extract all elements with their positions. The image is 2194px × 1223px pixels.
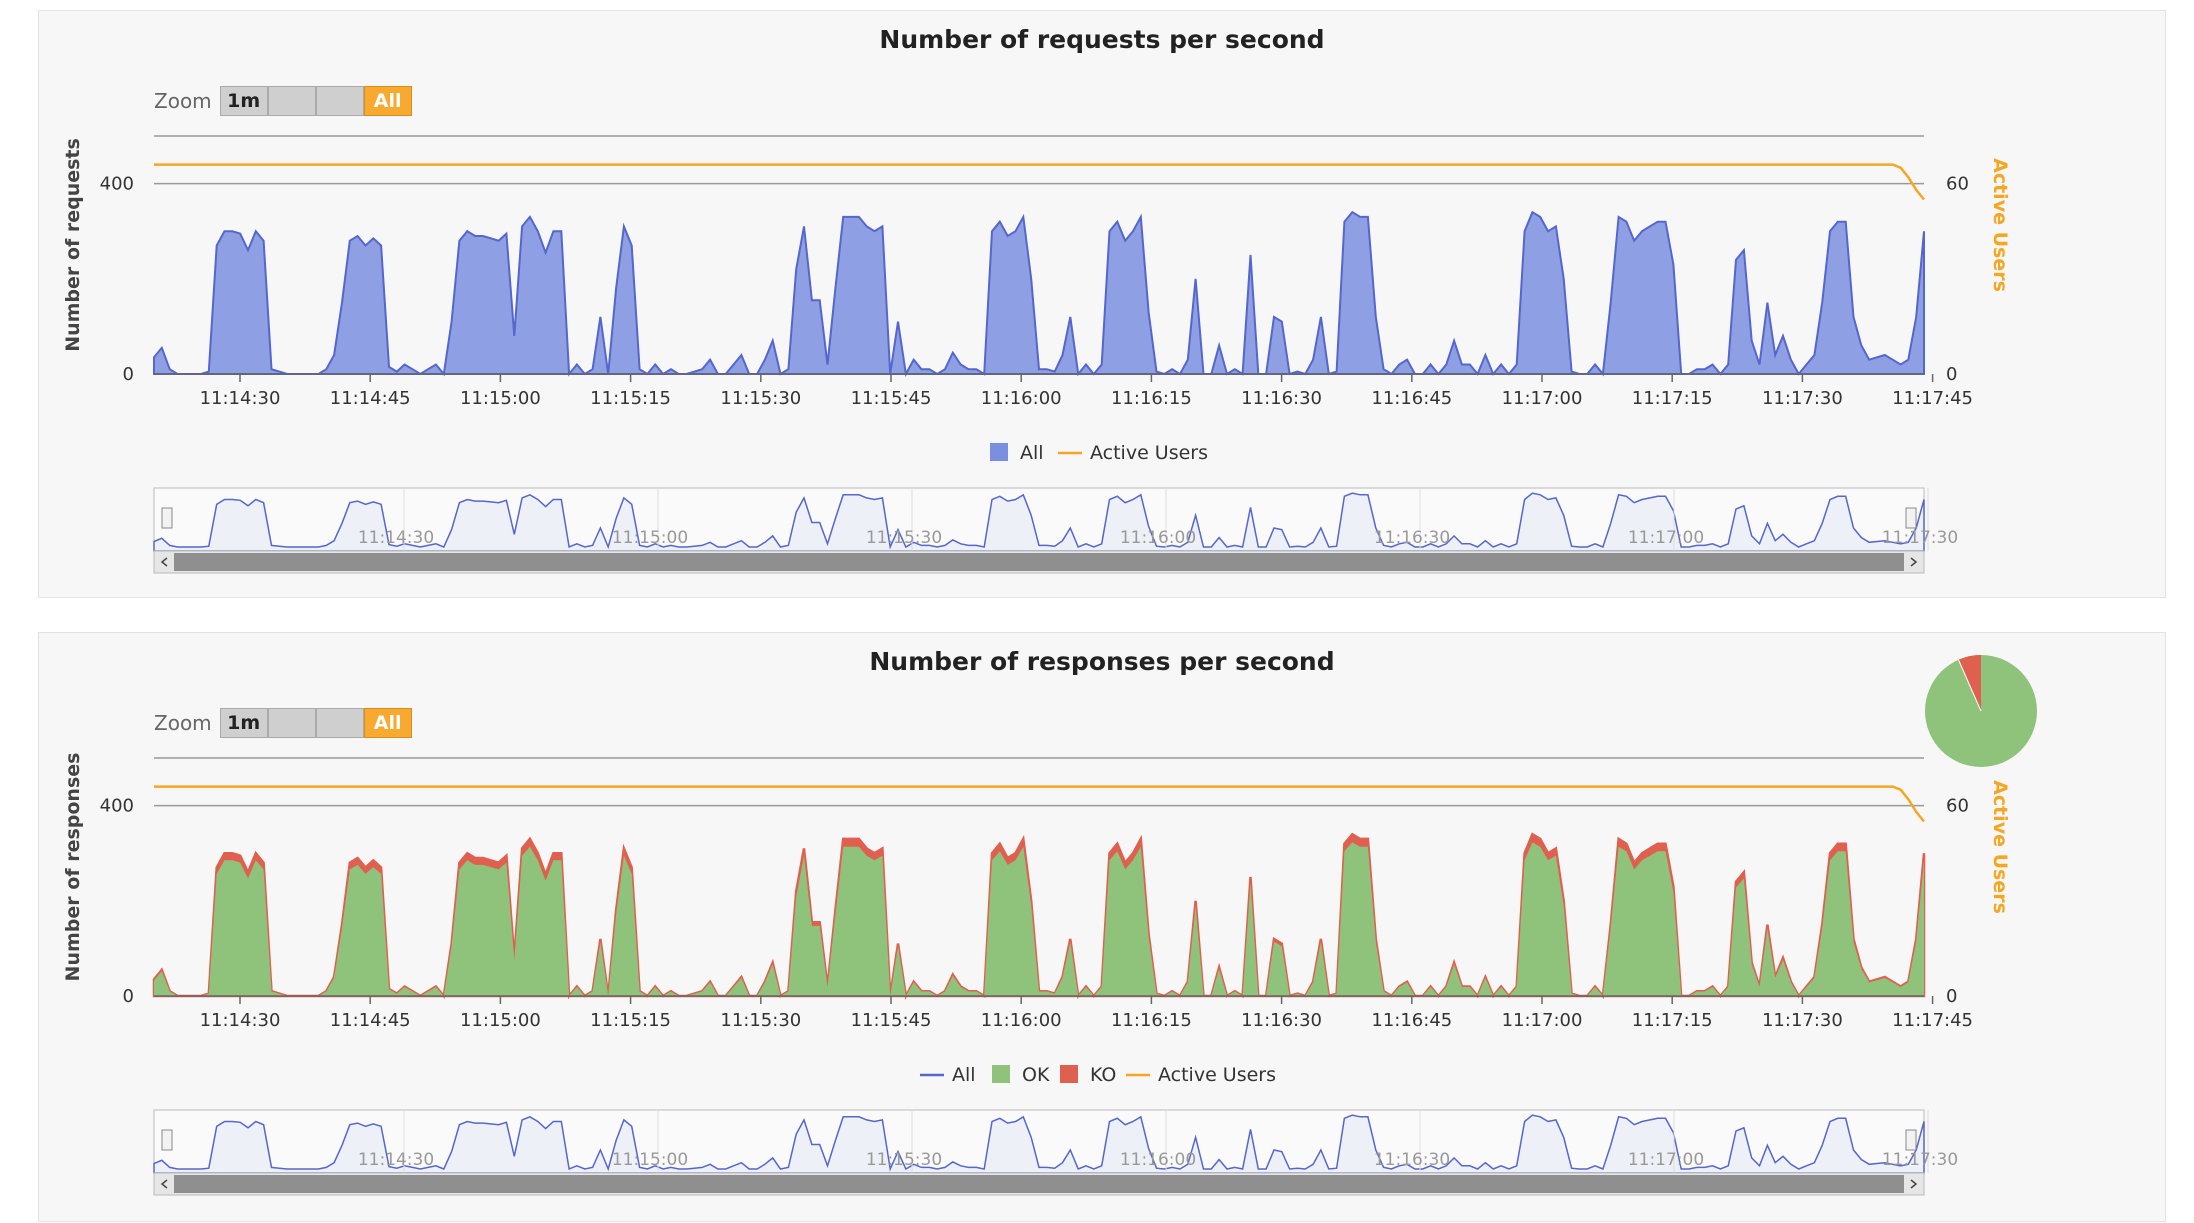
y-tick-label: 400 xyxy=(100,796,134,817)
navigator-tick-label: 11:15:00 xyxy=(612,528,688,548)
x-tick-label: 11:16:30 xyxy=(1241,388,1322,409)
series-ok-area xyxy=(154,842,1924,996)
y-tick-label: 0 xyxy=(123,364,134,385)
x-tick-label: 11:16:15 xyxy=(1111,1010,1192,1031)
x-tick-label: 11:16:45 xyxy=(1371,1010,1452,1031)
x-tick-label: 11:15:15 xyxy=(590,388,671,409)
x-tick-label: 11:17:15 xyxy=(1632,1010,1713,1031)
scroll-left-arrow xyxy=(160,557,168,567)
series-active-users-line xyxy=(154,785,1925,823)
navigator-tick-label: 11:17:00 xyxy=(1628,1150,1704,1170)
x-tick-label: 11:17:45 xyxy=(1892,388,1973,409)
scroll-left-arrow xyxy=(160,1179,168,1189)
y2-tick-label: 60 xyxy=(1946,796,1969,817)
navigator-left-handle xyxy=(161,1129,173,1151)
legend-all-symbol xyxy=(990,443,1008,461)
zoom-button-2[interactable] xyxy=(267,86,316,116)
chart-title: Number of responses per second xyxy=(869,647,1335,676)
navigator-tick-label: 11:16:00 xyxy=(1120,528,1196,548)
series-all-area xyxy=(153,210,1925,378)
navigator-tick-label: 11:17:00 xyxy=(1628,528,1704,548)
x-tick-label: 11:17:30 xyxy=(1762,388,1843,409)
legend-label: All xyxy=(1020,442,1044,464)
x-tick-label: 11:14:30 xyxy=(200,1010,281,1031)
x-tick-label: 11:17:15 xyxy=(1632,388,1713,409)
chart-title: Number of requests per second xyxy=(879,25,1325,54)
x-tick-label: 11:17:30 xyxy=(1762,1010,1843,1031)
zoom-label: Zoom xyxy=(154,89,212,113)
navigator-tick-label: 11:14:30 xyxy=(358,1150,434,1170)
navigator-tick-label: 11:17:30 xyxy=(1882,528,1958,548)
legend-ok-symbol xyxy=(992,1065,1010,1083)
scrollbar-thumb xyxy=(174,553,1904,571)
zoom-all-button[interactable]: All xyxy=(363,86,412,116)
x-tick-label: 11:16:00 xyxy=(981,1010,1062,1031)
legend-label: Active Users xyxy=(1158,1064,1276,1086)
x-tick-label: 11:14:45 xyxy=(330,388,411,409)
y2-axis-title: Active Users xyxy=(1989,780,2011,914)
zoom-button-2[interactable] xyxy=(267,708,316,738)
x-tick-label: 11:15:00 xyxy=(460,1010,541,1031)
zoom-button-3[interactable] xyxy=(315,708,364,738)
responses-chart-panel: Number of responses per second Zoom 1m A… xyxy=(38,632,2166,1222)
zoom-button-3[interactable] xyxy=(315,86,364,116)
x-tick-label: 11:17:00 xyxy=(1502,1010,1583,1031)
x-tick-label: 11:15:45 xyxy=(851,1010,932,1031)
scroll-right-arrow xyxy=(1910,557,1918,567)
legend-label: All xyxy=(952,1064,976,1086)
y-tick-label: 400 xyxy=(100,174,134,195)
zoom-label: Zoom xyxy=(154,711,212,735)
navigator-tick-label: 11:15:30 xyxy=(866,1150,942,1170)
y-tick-label: 0 xyxy=(123,986,134,1007)
x-tick-label: 11:15:15 xyxy=(590,1010,671,1031)
x-tick-label: 11:14:45 xyxy=(330,1010,411,1031)
navigator-left-handle xyxy=(161,507,173,529)
y2-tick-label: 0 xyxy=(1946,986,1957,1007)
navigator-tick-label: 11:16:30 xyxy=(1374,528,1450,548)
x-tick-label: 11:15:00 xyxy=(460,388,541,409)
zoom-1m-button[interactable]: 1m xyxy=(219,708,268,738)
legend-label: KO xyxy=(1090,1064,1116,1086)
legend-ko-symbol xyxy=(1060,1065,1078,1083)
zoom-all-button[interactable]: All xyxy=(363,708,412,738)
zoom-control: Zoom 1m All xyxy=(154,83,412,119)
x-tick-label: 11:15:30 xyxy=(720,1010,801,1031)
y-axis-title: Number of responses xyxy=(62,753,84,982)
navigator-tick-label: 11:14:30 xyxy=(358,528,434,548)
navigator-tick-label: 11:16:30 xyxy=(1374,1150,1450,1170)
navigator-tick-label: 11:15:30 xyxy=(866,528,942,548)
y2-axis-title: Active Users xyxy=(1989,158,2011,292)
y-axis-title: Number of requests xyxy=(62,138,84,352)
pie-divider xyxy=(1957,659,1982,712)
x-tick-label: 11:16:00 xyxy=(981,388,1062,409)
navigator-right-handle xyxy=(1905,507,1917,529)
y2-tick-label: 60 xyxy=(1946,174,1969,195)
navigator-tick-label: 11:15:00 xyxy=(612,1150,688,1170)
y2-tick-label: 0 xyxy=(1946,364,1957,385)
scrollbar-thumb xyxy=(174,1175,1904,1193)
x-tick-label: 11:15:45 xyxy=(851,388,932,409)
series-active-users-line xyxy=(154,163,1925,201)
navigator-right-handle xyxy=(1905,1129,1917,1151)
x-tick-label: 11:17:45 xyxy=(1892,1010,1973,1031)
requests-chart-svg: 0 400 0 60 Number of requests Active Users 11:… xyxy=(62,135,2011,574)
navigator-series xyxy=(153,492,1925,552)
x-tick-label: 11:17:00 xyxy=(1502,388,1583,409)
x-tick-label: 11:16:45 xyxy=(1371,388,1452,409)
zoom-control: Zoom 1m All xyxy=(154,705,412,741)
legend-label: Active Users xyxy=(1090,442,1208,464)
navigator-tick-label: 11:17:30 xyxy=(1882,1150,1958,1170)
requests-chart-panel: Number of requests per second Zoom 1m Al… xyxy=(38,10,2166,598)
scroll-right-arrow xyxy=(1910,1179,1918,1189)
x-tick-label: 11:14:30 xyxy=(200,388,281,409)
legend-label: OK xyxy=(1022,1064,1050,1086)
ok-ko-pie-chart xyxy=(1925,655,2037,767)
x-tick-label: 11:16:30 xyxy=(1241,1010,1322,1031)
zoom-1m-button[interactable]: 1m xyxy=(219,86,268,116)
navigator-tick-label: 11:16:00 xyxy=(1120,1150,1196,1170)
navigator-series xyxy=(153,1114,1925,1174)
x-tick-label: 11:15:30 xyxy=(720,388,801,409)
x-tick-label: 11:16:15 xyxy=(1111,388,1192,409)
responses-chart-svg: 0 400 0 60 Number of responses Active Users 11… xyxy=(62,753,2011,1196)
